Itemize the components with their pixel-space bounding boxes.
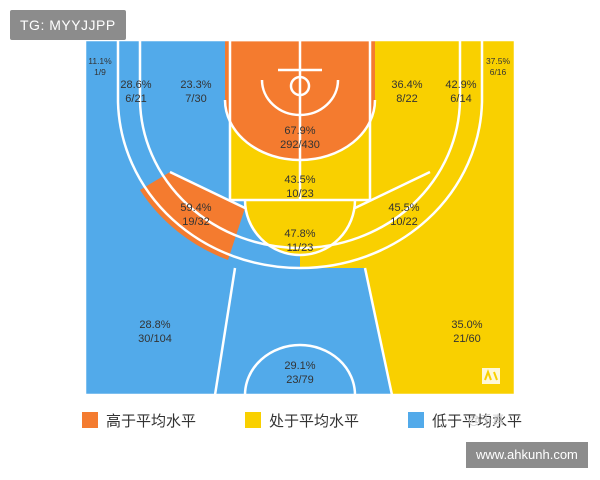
legend-label-above: 高于平均水平 [106, 412, 197, 430]
legend-swatch-average [244, 412, 261, 428]
zone-fill-left-elbow [140, 172, 245, 260]
zone-fraction-top-key-mid: 11/23 [287, 242, 314, 254]
zone-fraction-left-elbow-mid: 19/32 [182, 216, 210, 228]
zone-pct-paint-non-ra: 43.5% [284, 174, 315, 186]
watermark-text: @千真 [468, 413, 505, 427]
zone-fraction-right-corner-three: 6/16 [490, 67, 507, 77]
zone-fill-top-key-mid [245, 200, 355, 255]
legend-label-average: 处于平均水平 [268, 412, 359, 430]
zone-pct-right-baseline-mid: 36.4% [391, 79, 422, 91]
zone-fraction-right-wing-three: 21/60 [453, 333, 481, 345]
zone-fraction-left-wing-three: 30/104 [138, 333, 172, 345]
zone-fraction-left-baseline-mid: 7/30 [185, 93, 206, 105]
tg-badge: TG: MYYJJPP [10, 10, 126, 40]
zone-fraction-left-corner-three: 1/9 [94, 67, 106, 77]
legend-swatch-below [407, 412, 424, 428]
zone-pct-left-wing-three: 28.8% [139, 319, 170, 331]
zone-pct-left-elbow-mid: 59.4% [180, 202, 211, 214]
site-badge: www.ahkunh.com [466, 442, 588, 468]
zone-fraction-right-wing-long-two: 6/14 [450, 93, 471, 105]
zone-pct-top-key-three: 29.1% [284, 360, 315, 372]
legend-item-below: 低于平均水平 [407, 410, 522, 431]
logo-stamp [482, 368, 500, 384]
zone-pct-right-wing-long-two: 42.9% [445, 79, 476, 91]
zone-fraction-top-key-three: 23/79 [286, 374, 314, 386]
zone-fill-left-corner-three [85, 40, 118, 102]
zone-pct-left-corner-three: 11.1% [88, 56, 112, 66]
legend-label-below: 低于平均水平 [431, 412, 522, 430]
legend: 高于平均水平 处于平均水平 低于平均水平 [82, 405, 522, 435]
legend-item-above: 高于平均水平 [82, 410, 196, 431]
zone-pct-right-wing-three: 35.0% [451, 319, 482, 331]
zone-fraction-restricted-area: 292/430 [280, 139, 320, 151]
zone-fill-top-key-three [215, 268, 392, 395]
zone-pct-top-key-mid: 47.8% [284, 228, 315, 240]
zone-pct-right-elbow-mid: 45.5% [388, 202, 419, 214]
zone-fraction-paint-non-ra: 10/23 [286, 188, 314, 200]
zone-pct-left-baseline-mid: 23.3% [180, 79, 211, 91]
zone-pct-restricted-area: 67.9% [284, 125, 315, 137]
zone-pct-left-wing-long-two: 28.6% [120, 79, 151, 91]
zone-fill-right-corner-three [482, 40, 515, 102]
zone-fraction-left-wing-long-two: 6/21 [125, 93, 146, 105]
legend-swatch-above [82, 412, 98, 428]
zone-fraction-right-elbow-mid: 10/22 [390, 216, 418, 228]
zone-fraction-right-baseline-mid: 8/22 [396, 93, 417, 105]
legend-item-average: 处于平均水平 [244, 410, 359, 431]
zone-pct-right-corner-three: 37.5% [486, 56, 511, 66]
